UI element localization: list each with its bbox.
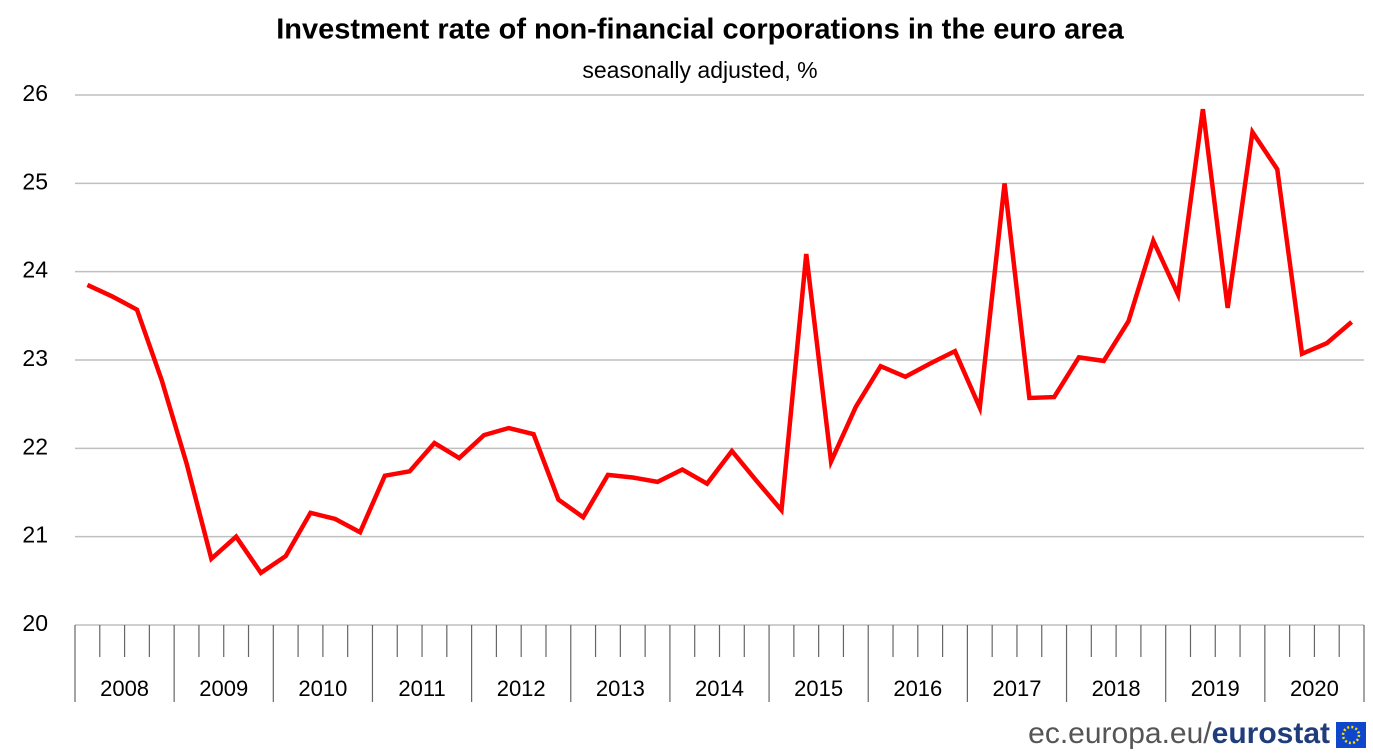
source-site: ec.europa.eu/ [1028, 717, 1212, 750]
chart-subtitle: seasonally adjusted, % [582, 57, 817, 83]
x-tick-label: 2018 [1092, 676, 1141, 701]
y-tick-label: 26 [22, 80, 48, 106]
x-tick-label: 2011 [398, 676, 445, 701]
source-brand: eurostat [1212, 717, 1330, 750]
y-tick-label: 21 [22, 522, 48, 548]
x-tick-label: 2020 [1290, 676, 1339, 701]
x-tick-label: 2012 [497, 676, 546, 701]
y-tick-label: 20 [22, 610, 48, 636]
x-tick-label: 2014 [695, 676, 744, 701]
eu-stars [1341, 725, 1361, 745]
source: ec.europa.eu/eurostat [1028, 717, 1366, 750]
y-tick-label: 24 [22, 257, 48, 283]
chart-title: Investment rate of non-financial corpora… [276, 14, 1124, 46]
y-tick-label: 23 [22, 345, 48, 371]
y-tick-label: 25 [22, 168, 48, 194]
x-tick-label: 2013 [596, 676, 645, 701]
x-tick-label: 2008 [100, 676, 149, 701]
x-tick-label: 2017 [992, 676, 1041, 701]
x-tick-label: 2015 [794, 676, 843, 701]
x-tick-label: 2019 [1191, 676, 1240, 701]
x-tick-label: 2010 [298, 676, 347, 701]
y-tick-label: 22 [22, 433, 48, 459]
eu-flag [1336, 722, 1366, 748]
svg-text:ec.europa.eu/eurostat: ec.europa.eu/eurostat [1028, 717, 1330, 750]
x-tick-label: 2009 [199, 676, 248, 701]
x-tick-label: 2016 [893, 676, 942, 701]
line-series [86, 108, 1354, 577]
